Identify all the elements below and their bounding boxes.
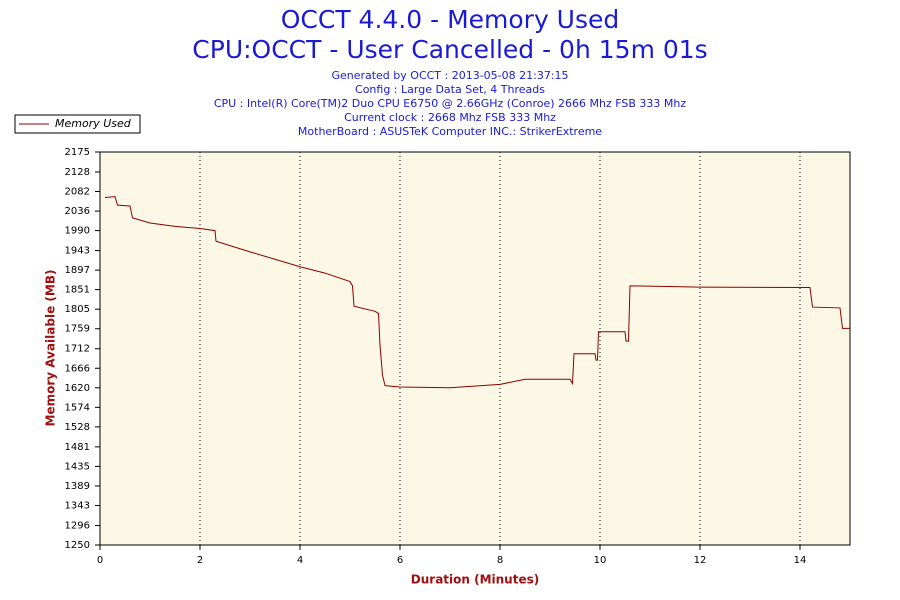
legend bbox=[14, 114, 141, 134]
y-tick-label: 1574 bbox=[65, 402, 90, 413]
plot-area bbox=[99, 151, 851, 546]
y-tick-label: 2175 bbox=[65, 147, 90, 158]
x-tick-label: 12 bbox=[694, 555, 707, 566]
legend-label: Memory Used bbox=[55, 117, 132, 130]
y-tick-label: 1805 bbox=[65, 304, 90, 315]
chart-subtitle: CPU:OCCT - User Cancelled - 0h 15m 01s bbox=[192, 35, 707, 64]
info-line: Config : Large Data Set, 4 Threads bbox=[355, 83, 545, 96]
x-tick-label: 6 bbox=[397, 555, 403, 566]
info-line: CPU : Intel(R) Core(TM)2 Duo CPU E6750 @… bbox=[214, 97, 686, 110]
x-tick-label: 2 bbox=[197, 555, 203, 566]
y-tick-label: 1943 bbox=[65, 246, 90, 257]
x-tick-label: 8 bbox=[497, 555, 503, 566]
info-line: Generated by OCCT : 2013-05-08 21:37:15 bbox=[331, 69, 568, 82]
y-tick-label: 1296 bbox=[65, 520, 90, 531]
y-tick-label: 1897 bbox=[65, 265, 90, 276]
x-tick-label: 14 bbox=[794, 555, 807, 566]
chart-title: OCCT 4.4.0 - Memory Used bbox=[281, 5, 620, 34]
info-line: MotherBoard : ASUSTeK Computer INC.: Str… bbox=[298, 125, 602, 138]
y-tick-label: 1759 bbox=[65, 324, 90, 335]
y-tick-label: 2128 bbox=[65, 167, 90, 178]
y-tick-label: 1481 bbox=[65, 442, 90, 453]
y-tick-label: 1250 bbox=[65, 540, 90, 551]
y-tick-label: 1389 bbox=[65, 481, 90, 492]
y-tick-label: 1528 bbox=[65, 422, 90, 433]
y-tick-label: 1851 bbox=[65, 285, 90, 296]
x-axis-label: Duration (Minutes) bbox=[411, 573, 539, 587]
y-tick-label: 1620 bbox=[65, 383, 90, 394]
x-tick-label: 10 bbox=[594, 555, 607, 566]
y-tick-label: 2036 bbox=[65, 206, 90, 217]
y-tick-label: 1343 bbox=[65, 500, 90, 511]
y-axis-label: Memory Available (MB) bbox=[44, 270, 58, 427]
x-tick-label: 0 bbox=[97, 555, 103, 566]
y-tick-label: 2082 bbox=[65, 187, 90, 198]
y-tick-label: 1712 bbox=[65, 344, 90, 355]
x-tick-label: 4 bbox=[297, 555, 303, 566]
data-line bbox=[104, 196, 850, 389]
y-tick-label: 1435 bbox=[65, 461, 90, 472]
y-tick-label: 1666 bbox=[65, 363, 90, 374]
info-line: Current clock : 2668 Mhz FSB 333 Mhz bbox=[344, 111, 556, 124]
y-tick-label: 1990 bbox=[65, 226, 90, 237]
